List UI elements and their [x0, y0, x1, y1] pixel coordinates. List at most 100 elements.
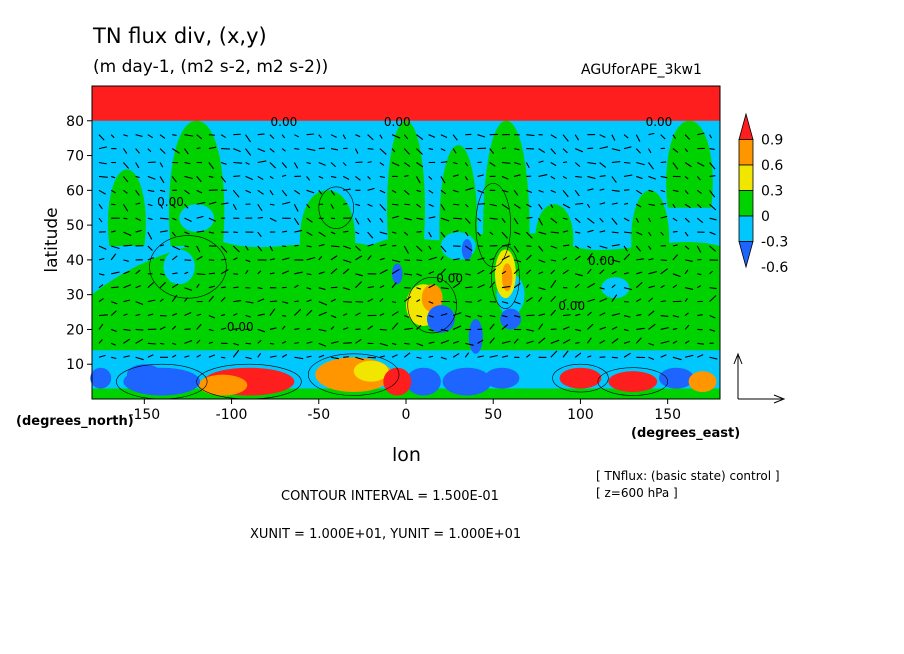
flux-vector	[477, 203, 485, 205]
flux-vector	[501, 175, 509, 180]
flux-vector	[391, 311, 399, 317]
flux-vector	[391, 322, 399, 330]
flux-vector	[159, 134, 166, 139]
flux-vector	[648, 175, 656, 180]
flux-vector	[672, 134, 677, 139]
flux-vector	[184, 340, 193, 344]
flux-vector	[330, 175, 337, 179]
flux-vector	[294, 356, 304, 360]
flux-vector	[562, 314, 571, 317]
flux-vector	[587, 229, 594, 233]
x-tick-label: 150	[654, 407, 681, 423]
flux-vector	[403, 162, 411, 167]
flux-vector	[465, 273, 471, 276]
flux-vector	[623, 146, 632, 150]
flux-vector	[452, 340, 460, 344]
flux-vector	[574, 190, 580, 197]
flux-vector	[550, 175, 556, 180]
flux-vector	[330, 148, 339, 151]
flux-vector	[416, 245, 423, 252]
flux-vector	[464, 231, 469, 237]
flux-vector	[355, 134, 361, 138]
flux-vector	[709, 217, 717, 221]
field-feature	[198, 374, 248, 396]
flux-vector	[562, 161, 568, 164]
flux-vector	[391, 134, 401, 139]
flux-vector	[562, 269, 569, 275]
flux-vector	[440, 245, 447, 253]
flux-vector	[379, 203, 387, 212]
flux-vector	[538, 245, 544, 252]
flux-vector	[123, 284, 132, 289]
contour-labels: 0.00 0.00 0.00 0.00 0.00 0.00 0.00 0.00	[157, 115, 672, 334]
flux-vector	[147, 299, 156, 303]
flux-vector	[440, 134, 448, 138]
flux-vector	[379, 257, 385, 261]
flux-vector	[269, 272, 275, 275]
flux-vector	[599, 326, 607, 330]
flux-vector	[367, 356, 377, 359]
flux-vector	[159, 189, 166, 193]
flux-vector	[257, 231, 262, 238]
field-feature	[406, 367, 441, 396]
flux-vector	[635, 281, 643, 289]
flux-vector	[293, 203, 299, 212]
flux-vector	[550, 309, 557, 316]
flux-vector	[574, 245, 580, 249]
flux-vector	[648, 356, 655, 360]
flux-vector	[257, 203, 263, 212]
flux-vector	[282, 230, 288, 233]
y-axis-ticks: 10 20 30 40 50 60 70 80	[66, 114, 92, 373]
flux-vector	[501, 301, 509, 304]
flux-vector	[306, 176, 311, 181]
flux-vector	[550, 339, 560, 344]
flux-vector	[391, 282, 397, 289]
flux-vector	[208, 231, 215, 234]
flux-vector	[440, 189, 447, 195]
flux-vector	[184, 297, 189, 302]
flux-vector	[147, 257, 155, 261]
flux-vector	[538, 271, 544, 275]
flux-vector	[452, 258, 460, 261]
flux-vector	[550, 217, 558, 224]
flux-vector	[233, 161, 243, 164]
y-unit-label: (degrees_north)	[16, 414, 134, 429]
flux-vector	[403, 189, 410, 196]
flux-vector	[379, 313, 385, 317]
flux-vector	[489, 203, 498, 207]
flux-vector	[184, 175, 193, 180]
flux-vector	[98, 297, 104, 303]
flux-vector	[257, 189, 264, 195]
flux-vector	[379, 162, 385, 166]
flux-vector	[501, 243, 511, 247]
flux-vector	[379, 285, 385, 289]
flux-vector	[184, 355, 190, 358]
flux-vector	[623, 189, 630, 191]
flux-vector	[233, 327, 240, 330]
contour-line	[318, 186, 354, 229]
flux-vector	[257, 148, 266, 153]
flux-vector	[428, 245, 432, 250]
flux-vector	[513, 245, 519, 253]
flux-vector	[648, 217, 652, 223]
flux-vector	[709, 175, 716, 177]
flux-vector	[672, 148, 679, 153]
flux-vector	[159, 273, 165, 276]
flux-vector	[98, 217, 103, 223]
field-feature	[353, 360, 389, 382]
flux-vector	[416, 259, 423, 262]
flux-vector	[233, 286, 239, 289]
flux-vector	[135, 190, 140, 196]
flux-vector	[184, 134, 194, 137]
flux-vector	[611, 294, 618, 302]
flux-vector	[635, 245, 642, 252]
flux-vector	[281, 270, 289, 275]
flux-vector	[159, 176, 165, 184]
y-tick-label: 50	[66, 218, 84, 234]
flux-vector	[648, 310, 655, 316]
flux-vector	[489, 217, 498, 220]
flux-vector	[171, 176, 177, 183]
flux-vector	[550, 134, 557, 139]
flux-vector	[526, 189, 533, 193]
flux-vector	[196, 354, 202, 358]
